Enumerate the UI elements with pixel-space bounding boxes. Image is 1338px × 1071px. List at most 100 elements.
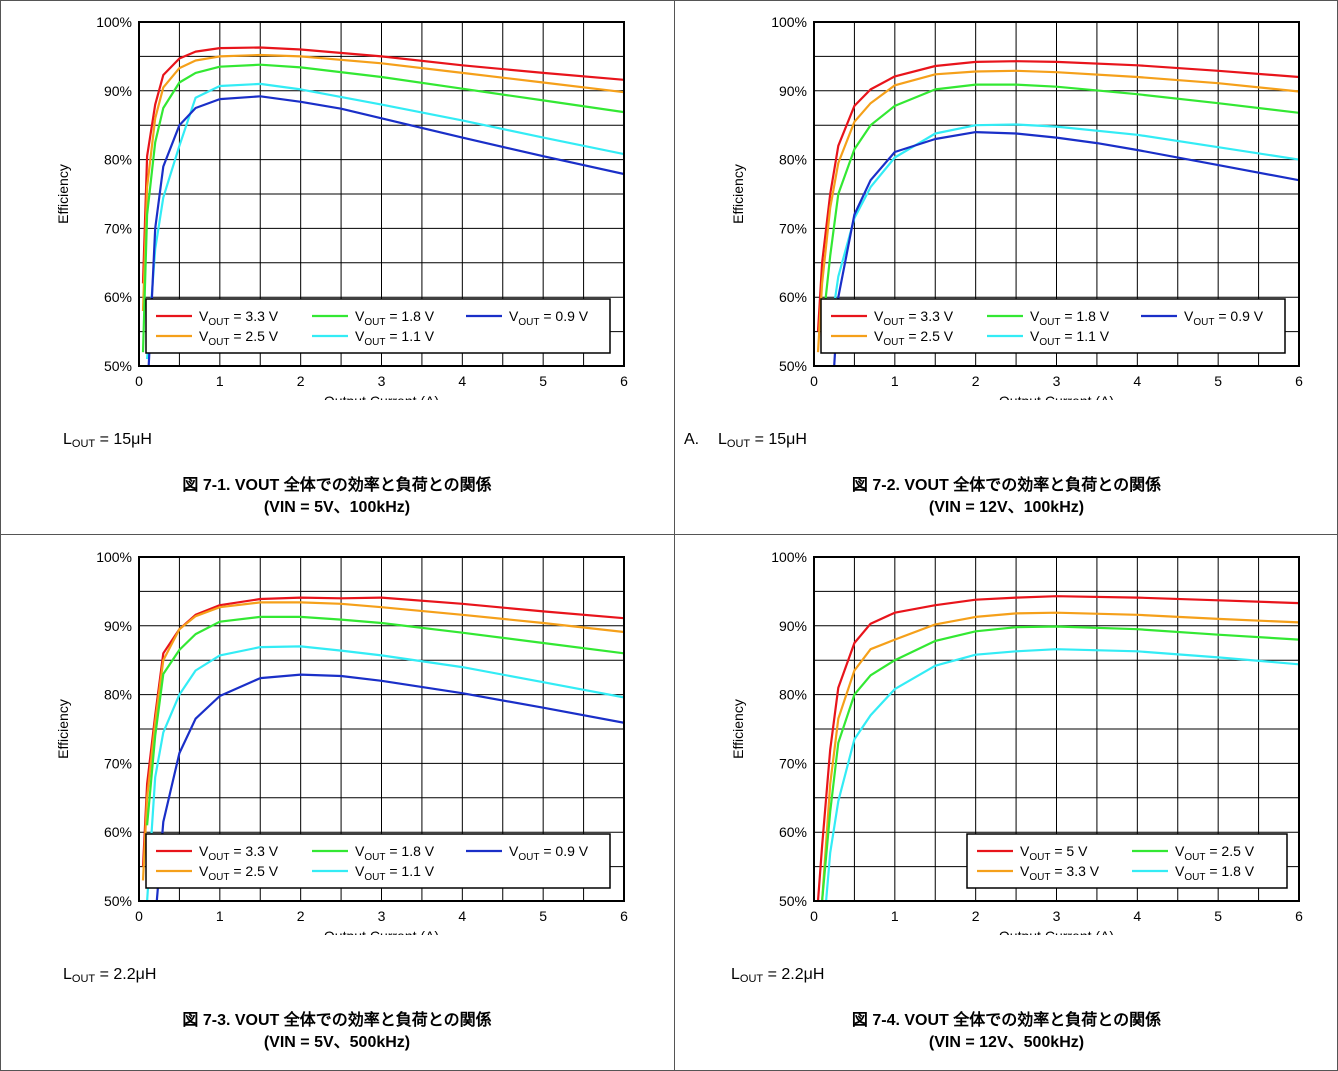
x-tick-label: 3 xyxy=(378,908,386,924)
legend-label: VOUT = 3.3 V xyxy=(1020,863,1100,883)
legend-item: VOUT = 2.5 V xyxy=(156,328,279,348)
legend-label: VOUT = 2.5 V xyxy=(199,328,279,348)
figure-caption-title: 図 7-4. VOUT 全体での効率と負荷との関係 xyxy=(851,1012,1162,1029)
x-tick-label: 6 xyxy=(620,908,628,924)
chart-panel-1: 50% 60% 70% 80% 90% 100% 0 1 2 3 4 5 6 Output Current… xyxy=(0,0,674,535)
y-tick-label: 80% xyxy=(779,152,807,168)
legend-label: VOUT = 0.9 V xyxy=(509,843,589,863)
y-tick-label: 70% xyxy=(104,755,132,771)
y-tick-label: 90% xyxy=(779,618,807,634)
x-tick-label: 2 xyxy=(297,373,305,389)
legend-label: VOUT = 0.9 V xyxy=(509,308,589,328)
note-value: = 15μH xyxy=(750,431,807,448)
y-axis-label: Efficiency xyxy=(730,699,746,759)
note-symbol: L xyxy=(63,431,72,448)
y-tick-label: 100% xyxy=(96,14,132,30)
x-tick-label: 1 xyxy=(216,908,224,924)
figure-caption-title: 図 7-3. VOUT 全体での効率と負荷との関係 xyxy=(182,1012,492,1029)
series-line-3p3V xyxy=(141,596,624,867)
series-group xyxy=(141,46,624,366)
legend-label: VOUT = 1.1 V xyxy=(355,328,435,348)
x-axis-label: Output Current (A) xyxy=(999,928,1114,935)
legend-item: VOUT = 0.9 V xyxy=(1141,308,1264,328)
legend-label: VOUT = 3.3 V xyxy=(199,843,279,863)
y-tick-label: 50% xyxy=(779,358,807,374)
series-line-1p1V xyxy=(146,645,624,901)
inductor-note: LOUT = 15μH xyxy=(63,431,152,450)
y-tick-label: 100% xyxy=(771,549,807,565)
legend-item: VOUT = 0.9 V xyxy=(466,308,589,328)
series-line-2p5V xyxy=(816,69,1299,353)
legend-item: VOUT = 0.9 V xyxy=(466,843,589,863)
efficiency-chart: 50% 60% 70% 80% 90% 100% 0 1 2 3 4 5 6 Output Current… xyxy=(55,14,628,400)
series-group xyxy=(141,596,624,901)
x-tick-label: 6 xyxy=(620,373,628,389)
x-tick-label: 3 xyxy=(1053,908,1061,924)
series-line-1p8V xyxy=(821,83,1299,332)
legend-box xyxy=(820,298,1286,354)
y-tick-label: 70% xyxy=(779,755,807,771)
y-axis-label: Efficiency xyxy=(55,699,71,759)
note-value: = 15μH xyxy=(95,431,152,448)
y-tick-label: 70% xyxy=(104,220,132,236)
y-tick-label: 50% xyxy=(104,893,132,909)
x-tick-label: 4 xyxy=(1133,908,1141,924)
y-tick-label: 80% xyxy=(779,687,807,703)
x-tick-label: 6 xyxy=(1295,908,1303,924)
legend-label: VOUT = 1.1 V xyxy=(1030,328,1110,348)
note-value: = 2.2μH xyxy=(95,966,157,983)
legend-label: VOUT = 1.8 V xyxy=(1175,863,1255,883)
y-tick-label: 100% xyxy=(771,14,807,30)
x-tick-label: 0 xyxy=(810,373,818,389)
legend-item: VOUT = 2.5 V xyxy=(831,328,954,348)
y-tick-label: 80% xyxy=(104,687,132,703)
legend-label: VOUT = 0.9 V xyxy=(1184,308,1264,328)
x-axis-label: Output Current (A) xyxy=(324,393,439,400)
x-tick-label: 5 xyxy=(1214,373,1222,389)
legend: VOUT = 3.3 V VOUT = 1.8 V VOUT = 0.9 V VOUT… xyxy=(820,298,1286,354)
note-symbol: L xyxy=(63,966,72,983)
legend-label: VOUT = 1.1 V xyxy=(355,863,435,883)
legend-item: VOUT = 3.3 V xyxy=(977,863,1100,883)
series-line-2p5V xyxy=(821,625,1299,901)
y-tick-label: 60% xyxy=(104,289,132,305)
efficiency-chart: 50% 60% 70% 80% 90% 100% 0 1 2 3 4 5 6 Output Current… xyxy=(730,549,1303,935)
legend-item: VOUT = 5 V xyxy=(977,843,1088,863)
series-group xyxy=(816,595,1299,901)
y-tick-label: 50% xyxy=(779,893,807,909)
note-symbol: L xyxy=(731,966,740,983)
legend: VOUT = 3.3 V VOUT = 1.8 V VOUT = 0.9 V VOUT… xyxy=(145,298,611,354)
legend-label: VOUT = 3.3 V xyxy=(199,308,279,328)
legend-label: VOUT = 2.5 V xyxy=(1175,843,1255,863)
x-tick-label: 4 xyxy=(458,908,466,924)
legend-item: VOUT = 2.5 V xyxy=(156,863,279,883)
legend-label: VOUT = 2.5 V xyxy=(874,328,954,348)
efficiency-chart: 50% 60% 70% 80% 90% 100% 0 1 2 3 4 5 6 Output Current… xyxy=(730,14,1303,400)
y-tick-label: 80% xyxy=(104,152,132,168)
series-line-1p8V xyxy=(825,648,1299,901)
series-group xyxy=(816,60,1299,366)
series-line-0p9V xyxy=(155,673,624,901)
y-tick-label: 90% xyxy=(104,83,132,99)
legend-label: VOUT = 3.3 V xyxy=(874,308,954,328)
x-tick-label: 1 xyxy=(891,373,899,389)
y-tick-label: 60% xyxy=(779,289,807,305)
chart-panel-4: 50% 60% 70% 80% 90% 100% 0 1 2 3 4 5 6 Output Current… xyxy=(675,535,1338,1070)
note-subscript: OUT xyxy=(71,973,96,985)
legend: VOUT = 5 V VOUT = 2.5 V VOUT = 3.3 V VOUT =… xyxy=(966,833,1288,889)
x-axis-label: Output Current (A) xyxy=(324,928,439,935)
x-tick-label: 6 xyxy=(1295,373,1303,389)
legend-item: VOUT = 3.3 V xyxy=(156,843,279,863)
note-subscript: OUT xyxy=(726,438,751,450)
chart-panel-2: 50% 60% 70% 80% 90% 100% 0 1 2 3 4 5 6 Output Current… xyxy=(675,0,1338,535)
y-tick-label: 50% xyxy=(104,358,132,374)
x-tick-label: 5 xyxy=(539,373,547,389)
plot-area-border xyxy=(138,556,625,902)
series-line-2p5V xyxy=(141,601,624,881)
x-tick-label: 0 xyxy=(135,908,143,924)
series-line-1p8V xyxy=(146,615,624,826)
inductor-note: A. LOUT = 15μH xyxy=(684,431,807,450)
x-tick-label: 4 xyxy=(458,373,466,389)
legend: VOUT = 3.3 V VOUT = 1.8 V VOUT = 0.9 V VOUT… xyxy=(145,833,611,889)
figure-caption-conditions: (VIN = 12V、100kHz) xyxy=(928,499,1085,516)
